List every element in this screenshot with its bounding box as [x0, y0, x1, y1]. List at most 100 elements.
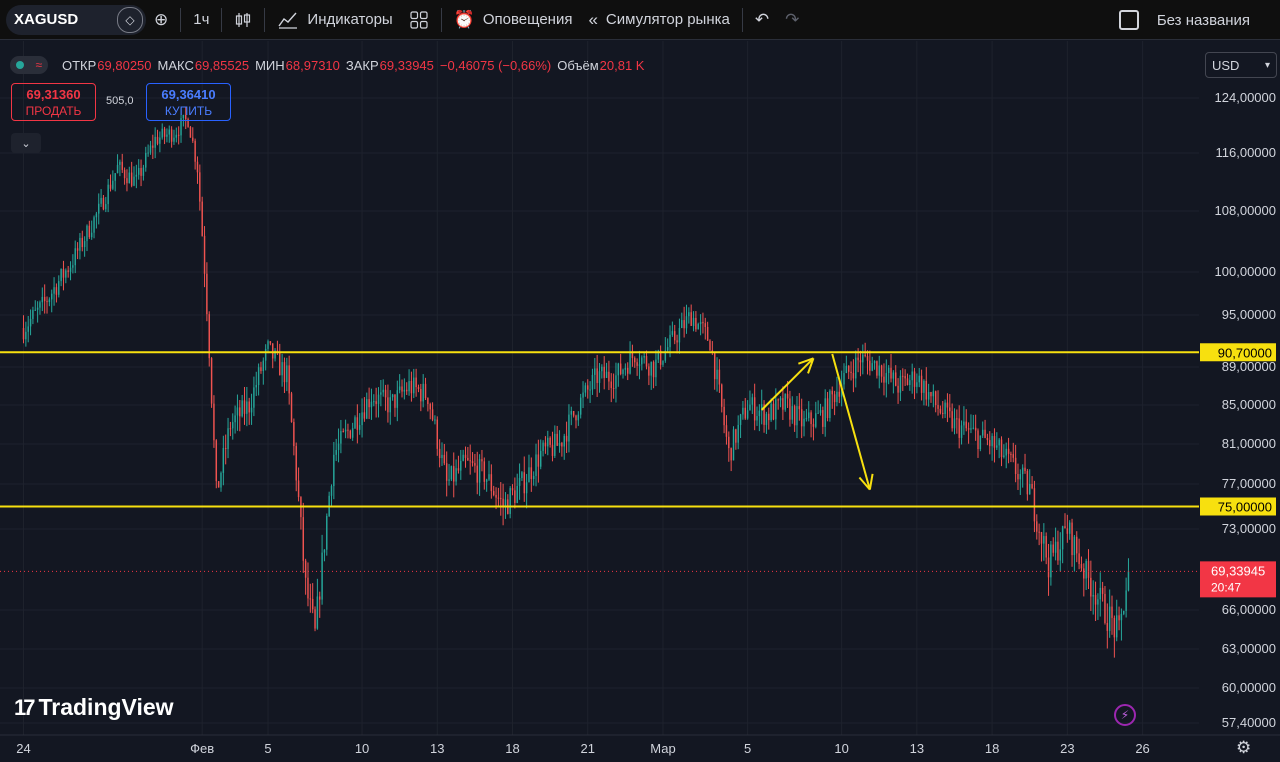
high-label: МАКС	[157, 57, 194, 73]
candle-body	[685, 316, 688, 329]
candle-body	[340, 431, 342, 444]
candle-body	[36, 307, 39, 310]
candle-body	[137, 167, 140, 175]
candle-body	[396, 390, 399, 408]
price-tick-label: 124,00000	[1215, 90, 1276, 105]
candle-body	[210, 358, 213, 404]
templates-button[interactable]	[401, 5, 437, 35]
candle-body	[666, 347, 669, 351]
legend-status[interactable]: ≈	[10, 56, 48, 74]
candle-body	[236, 407, 239, 416]
candle-body	[582, 392, 584, 398]
candle-body	[201, 201, 203, 236]
candle-body	[549, 437, 551, 445]
toolbar-divider	[264, 7, 266, 32]
chart-type-button[interactable]	[226, 5, 260, 35]
candle-body	[869, 360, 871, 371]
candle-body	[542, 442, 544, 451]
candle-body	[387, 397, 389, 413]
currency-select[interactable]: USD ▾	[1205, 52, 1277, 78]
candle-body	[970, 428, 972, 430]
candle-body	[812, 424, 815, 427]
undo-icon: ↶	[754, 9, 770, 29]
candle-body	[366, 399, 368, 419]
candle-body	[257, 367, 260, 386]
candle-body	[1068, 522, 1071, 534]
compare-button[interactable]: ⊕	[146, 5, 176, 35]
candle-body	[290, 393, 293, 423]
candle-body	[1104, 593, 1106, 623]
candle-body	[453, 466, 455, 482]
price-axis[interactable]: 124,00000 116,00000 108,00000 100,00000 95,0…	[1200, 41, 1280, 735]
candle-body	[862, 354, 864, 363]
candle-body	[683, 320, 685, 329]
candle-body	[83, 241, 86, 248]
sell-button[interactable]: 69,31360 ПРОДАТЬ	[11, 83, 96, 121]
time-tick-label: 5	[744, 741, 751, 756]
time-axis[interactable]: 24 Фев 5 10 13 18 21 Мар 5 10 13 18 23 26	[0, 734, 1280, 756]
candles	[22, 107, 1130, 658]
candle-body	[88, 225, 91, 238]
candle-body	[916, 382, 918, 387]
candle-body	[958, 418, 960, 438]
candle-body	[1026, 470, 1029, 495]
candle-body	[243, 400, 246, 414]
candle-body	[859, 360, 862, 363]
buy-button[interactable]: 69,36410 КУПИТЬ	[146, 83, 231, 121]
candle-body	[98, 203, 100, 214]
candle-body	[1054, 541, 1057, 553]
collapse-button[interactable]: ⌄	[11, 133, 41, 153]
candle-body	[1087, 560, 1090, 578]
candle-body	[951, 411, 953, 429]
candle-body	[147, 152, 149, 154]
candle-body	[939, 408, 942, 413]
candle-body	[380, 392, 382, 395]
candle-body	[356, 417, 359, 430]
gem-icon[interactable]: ◇	[117, 6, 143, 33]
candle-body	[274, 350, 276, 359]
candle-body	[241, 400, 243, 417]
candle-body	[180, 118, 182, 136]
layout-icon[interactable]	[1118, 10, 1139, 30]
candle-body	[431, 409, 434, 420]
arrow-head	[858, 476, 871, 491]
undo-button[interactable]: ↶	[747, 5, 777, 35]
candle-body	[678, 328, 681, 343]
candle-body	[751, 397, 754, 405]
candle-body	[563, 435, 565, 447]
symbol-search[interactable]: XAGUSD ◇	[6, 4, 146, 35]
interval-label: 1ч	[193, 11, 210, 28]
redo-button[interactable]: ↷	[777, 5, 807, 35]
candle-body	[979, 435, 982, 450]
candle-body	[69, 267, 72, 272]
candle-body	[904, 376, 906, 379]
alerts-button[interactable]: ⏰ Оповещения	[446, 5, 581, 35]
price-tick-label: 66,00000	[1222, 602, 1276, 617]
candle-body	[86, 225, 88, 242]
candle-body	[768, 413, 770, 421]
candle-body	[784, 393, 786, 410]
candle-body	[1090, 577, 1092, 597]
gear-icon[interactable]: ⚙	[1236, 738, 1252, 757]
layout-name[interactable]: Без названия	[1156, 11, 1250, 29]
sell-label: ПРОДАТЬ	[25, 104, 82, 118]
candle-body	[829, 390, 831, 419]
candle-body	[58, 281, 60, 295]
candle-body	[62, 268, 65, 278]
price-chart[interactable]: 124,00000 116,00000 108,00000 100,00000 95,0…	[0, 41, 1280, 762]
time-tick-label: 5	[264, 741, 271, 756]
candle-body	[615, 375, 617, 389]
replay-button[interactable]: « Симулятор рынка	[580, 5, 737, 35]
candle-body	[279, 352, 281, 376]
candle-body	[913, 371, 916, 387]
lightning-icon[interactable]: ⚡	[1114, 704, 1136, 726]
candle-body	[1101, 587, 1104, 594]
interval-button[interactable]: 1ч	[185, 5, 217, 35]
candle-body	[909, 380, 911, 385]
price-tick-label: 89,00000	[1222, 359, 1276, 374]
candle-body	[316, 596, 319, 629]
candle-body	[902, 375, 904, 377]
candle-body	[579, 397, 582, 415]
tradingview-logo[interactable]: 17 TradingView	[14, 694, 174, 721]
indicators-button[interactable]: Индикаторы	[269, 5, 400, 35]
